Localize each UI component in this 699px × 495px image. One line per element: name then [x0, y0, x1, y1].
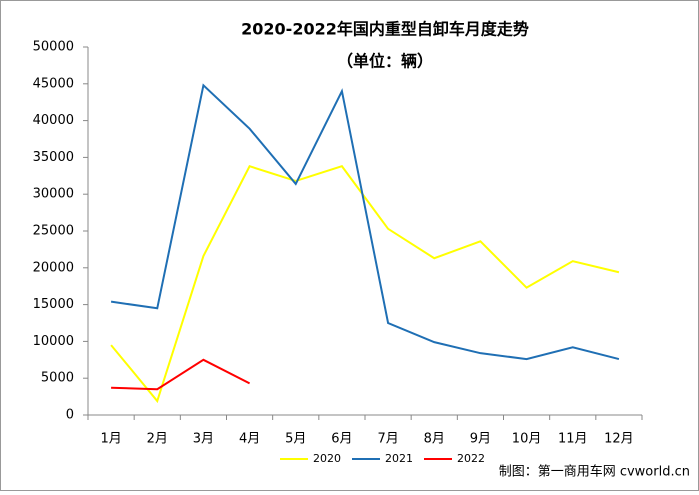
legend-label: 2020 [313, 452, 341, 465]
y-tick-label: 45000 [33, 76, 74, 91]
y-tick-label: 35000 [33, 150, 74, 165]
x-tick-label: 7月 [377, 432, 398, 447]
y-tick-label: 50000 [33, 40, 74, 55]
y-tick-label: 0 [66, 408, 74, 423]
y-tick-label: 5000 [41, 371, 74, 386]
legend-label: 2022 [457, 452, 485, 465]
y-tick-label: 40000 [33, 113, 74, 128]
x-tick-label: 3月 [193, 432, 214, 447]
y-tick-label: 15000 [33, 297, 74, 312]
x-tick-label: 11月 [558, 432, 588, 447]
x-tick-label: 5月 [285, 432, 306, 447]
x-tick-label: 1月 [100, 432, 121, 447]
y-tick-label: 25000 [33, 224, 74, 239]
chart-title: 2020-2022年国内重型自卸车月度走势 [241, 20, 529, 39]
source: 制图：第一商用车网 cvworld.cn [499, 464, 690, 480]
series-line [110, 83, 620, 361]
x-tick-label: 8月 [424, 432, 445, 447]
x-tick-label: 6月 [331, 432, 352, 447]
x-tick-label: 12月 [604, 432, 634, 447]
x-tick-label: 9月 [470, 432, 491, 447]
series-line [111, 358, 251, 391]
chart-subtitle: （单位：辆） [337, 52, 433, 71]
x-tick-label: 4月 [239, 432, 260, 447]
legend-label: 2021 [385, 452, 413, 465]
y-tick-label: 10000 [33, 334, 74, 349]
y-tick-label: 20000 [33, 260, 74, 275]
x-tick-label: 2月 [147, 432, 168, 447]
series-line [110, 165, 620, 404]
y-tick-label: 30000 [33, 187, 74, 202]
x-tick-label: 10月 [512, 432, 542, 447]
